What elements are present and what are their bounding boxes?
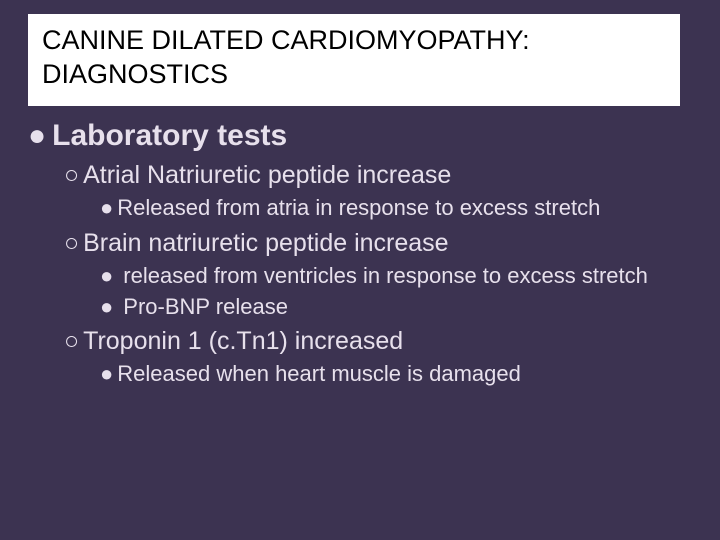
bullet-l3: ● Released when heart muscle is damaged — [100, 360, 692, 388]
disc-icon: ● — [100, 360, 113, 388]
bullet-l2: ○ Troponin 1 (c.Tn1) increased — [64, 326, 692, 357]
title-box: CANINE DILATED CARDIOMYOPATHY: DIAGNOSTI… — [28, 14, 680, 106]
l3-text: Released from atria in response to exces… — [117, 194, 600, 222]
circle-icon: ○ — [64, 326, 79, 357]
slide-title: CANINE DILATED CARDIOMYOPATHY: DIAGNOSTI… — [42, 24, 666, 92]
l2-text: Brain natriuretic peptide increase — [83, 228, 448, 259]
l3-text: Released when heart muscle is damaged — [117, 360, 521, 388]
bullet-l1: ● Laboratory tests — [28, 118, 692, 154]
circle-icon: ○ — [64, 228, 79, 259]
disc-icon: ● — [100, 262, 113, 290]
bullet-l3: ● Pro-BNP release — [100, 293, 692, 321]
l2-text: Atrial Natriuretic peptide increase — [83, 160, 451, 191]
bullet-l2: ○ Atrial Natriuretic peptide increase — [64, 160, 692, 191]
bullet-l3: ● released from ventricles in response t… — [100, 262, 692, 290]
l3-text: Pro-BNP release — [123, 293, 288, 321]
bullet-l3: ● Released from atria in response to exc… — [100, 194, 692, 222]
content-area: ● Laboratory tests ○ Atrial Natriuretic … — [28, 118, 692, 390]
l3-text: released from ventricles in response to … — [123, 262, 648, 290]
disc-icon: ● — [100, 194, 113, 222]
bullet-l2: ○ Brain natriuretic peptide increase — [64, 228, 692, 259]
l1-text: Laboratory tests — [52, 118, 287, 154]
l2-text: Troponin 1 (c.Tn1) increased — [83, 326, 403, 357]
disc-icon: ● — [100, 293, 113, 321]
circle-icon: ○ — [64, 160, 79, 191]
disc-icon: ● — [28, 118, 46, 154]
slide: CANINE DILATED CARDIOMYOPATHY: DIAGNOSTI… — [0, 0, 720, 540]
